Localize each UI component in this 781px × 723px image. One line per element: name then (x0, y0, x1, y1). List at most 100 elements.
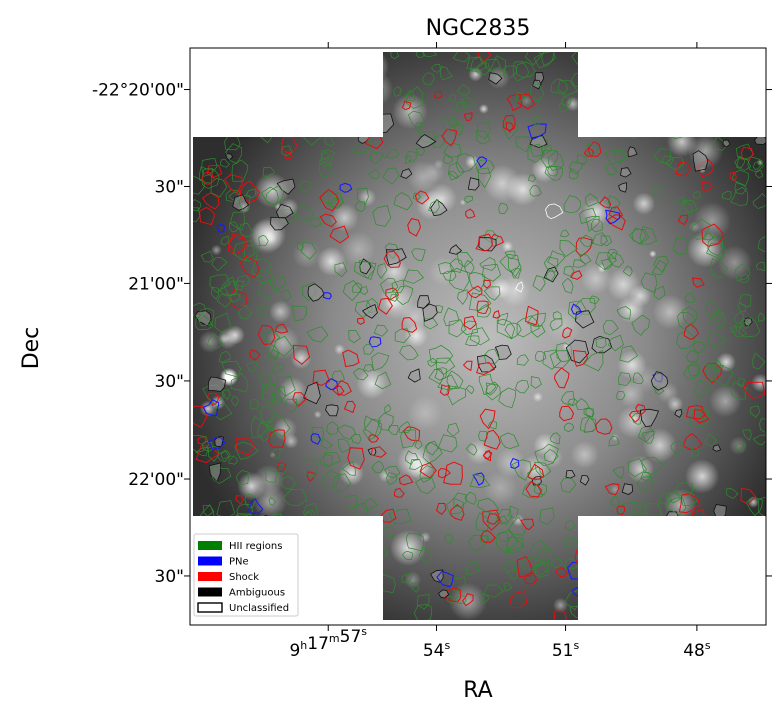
ambiguous-region (305, 553, 319, 567)
hii-region (236, 470, 250, 486)
bright-knot (340, 231, 376, 267)
bright-knot (716, 352, 736, 373)
hii-region (334, 262, 348, 278)
shock-region (329, 225, 350, 244)
ambiguous-region (674, 409, 683, 418)
shock-region (675, 161, 692, 177)
hii-region (708, 311, 726, 328)
bright-knot (570, 440, 599, 469)
hii-region (585, 408, 594, 418)
shock-region (465, 208, 476, 219)
ambiguous-region (565, 339, 590, 364)
shock-region (227, 236, 247, 253)
hii-region (507, 257, 522, 278)
shock-region (594, 418, 613, 435)
shock-region (207, 523, 220, 533)
shock-region (702, 363, 723, 384)
hii-region (704, 569, 713, 579)
hii-region (234, 441, 259, 460)
y-tick-label: 30" (155, 177, 184, 197)
hii-region (685, 350, 699, 362)
hii-region (393, 86, 402, 97)
hii-region (616, 306, 631, 320)
hii-region (193, 175, 205, 195)
bright-knot (648, 109, 670, 131)
hii-region (229, 293, 241, 303)
hii-region (600, 235, 613, 247)
hii-region (752, 352, 766, 370)
hii-region (465, 561, 480, 576)
bright-knot (553, 597, 569, 613)
hii-region (404, 450, 419, 466)
ambiguous-region (307, 283, 325, 302)
hii-region (443, 143, 462, 158)
hii-region (320, 156, 331, 165)
hii-region (411, 248, 426, 262)
hii-region (687, 361, 700, 377)
hii-region (361, 96, 374, 110)
hii-region (272, 335, 294, 357)
shock-region (482, 509, 502, 531)
shock-region (678, 493, 701, 514)
hii-region (448, 576, 466, 594)
hii-region (734, 442, 746, 452)
shock-region (316, 521, 330, 533)
hii-region (444, 533, 454, 544)
ambiguous-region (232, 194, 250, 211)
hii-region (618, 114, 636, 134)
hii-region (568, 167, 579, 180)
hii-region (232, 240, 256, 262)
hii-region (496, 508, 512, 526)
hii-region (405, 532, 425, 552)
hii-region (361, 80, 374, 96)
shock-region (668, 82, 691, 100)
hii-region (659, 544, 674, 560)
shock-region (693, 408, 710, 424)
bright-knot (483, 470, 518, 506)
shock-region (628, 410, 642, 423)
hii-region (605, 162, 618, 176)
shock-region (520, 518, 535, 531)
hii-region (390, 52, 400, 60)
hii-region (730, 381, 747, 400)
shock-region (436, 503, 447, 515)
hii-region (619, 345, 639, 363)
hii-region (229, 211, 246, 231)
shock-region (366, 539, 377, 552)
hii-region (280, 289, 292, 302)
hii-region (757, 312, 766, 322)
ambiguous-region (618, 182, 628, 193)
ambiguous-region (301, 558, 323, 576)
hii-region (414, 440, 423, 450)
shock-region (202, 192, 220, 210)
bright-knot (448, 582, 487, 620)
shock-region (502, 114, 516, 131)
hii-region (270, 386, 286, 404)
hii-region (209, 274, 231, 293)
shock-region (467, 285, 483, 299)
hii-region (209, 114, 225, 131)
hii-region (710, 359, 722, 373)
hii-region (502, 65, 518, 78)
hii-region (329, 198, 344, 209)
hii-region (469, 473, 491, 488)
legend-swatch (198, 587, 222, 597)
hii-region (298, 180, 312, 193)
hii-region (755, 261, 766, 272)
hii-region (202, 505, 215, 517)
hii-region (477, 498, 500, 515)
legend-swatch (197, 602, 223, 613)
hii-region (281, 145, 293, 157)
hii-region (294, 205, 314, 222)
shock-region (479, 408, 496, 430)
hii-region (610, 495, 621, 507)
hii-region (405, 155, 412, 165)
bright-knot (751, 373, 766, 393)
shock-region (342, 349, 360, 368)
hii-region (210, 287, 220, 300)
legend-label: Shock (229, 572, 259, 583)
shock-region (615, 557, 624, 569)
hii-region (202, 168, 220, 189)
hii-region (446, 385, 466, 406)
shock-region (729, 171, 737, 182)
